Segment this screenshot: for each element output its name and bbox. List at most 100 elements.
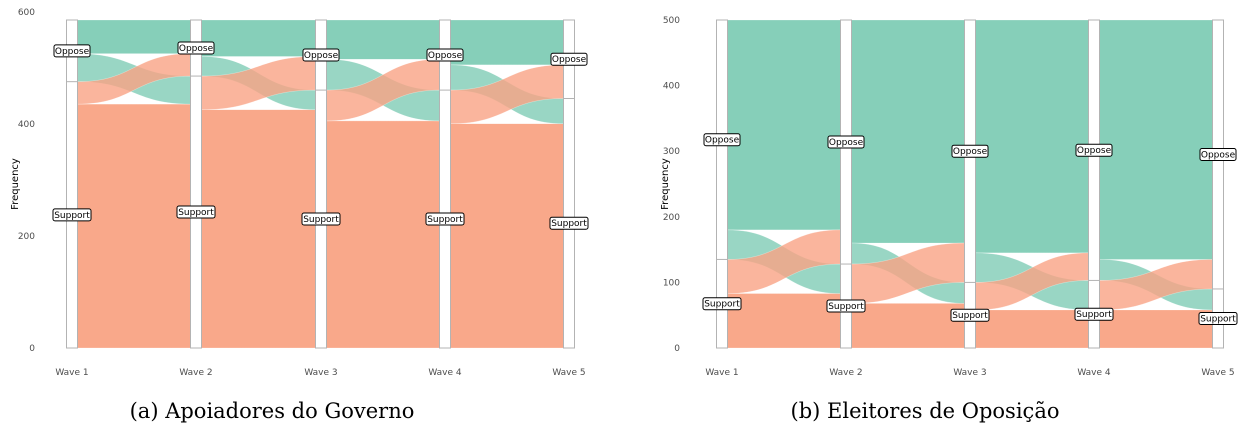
stratum-label: Support	[950, 308, 990, 322]
stratum-label: Oppose	[951, 144, 989, 158]
stratum-label: Support	[301, 212, 341, 226]
y-tick-label: 400	[18, 120, 35, 130]
flow-oppose-to-oppose	[77, 19, 191, 54]
flow-oppose-to-oppose	[326, 19, 440, 60]
stratum-label-box	[549, 216, 589, 230]
stratum-label-box	[176, 205, 216, 219]
stratum-label-box	[550, 52, 588, 66]
x-tick-label: Wave 1	[55, 368, 88, 378]
stratum-label-text: Support	[303, 215, 339, 225]
x-tick-label: Wave 4	[1077, 368, 1111, 378]
y-axis-label: Frequency	[660, 158, 671, 210]
stratum-label-box	[426, 48, 464, 62]
flow-oppose-to-oppose	[201, 19, 316, 57]
x-tick-label: Wave 4	[428, 368, 462, 378]
stratum-label-box	[1199, 147, 1237, 161]
stratum-label-text: Support	[828, 302, 864, 312]
stratum-label-text: Oppose	[55, 47, 90, 57]
x-tick-label: Wave 5	[1201, 368, 1234, 378]
stratum-label-box	[950, 308, 990, 322]
stratum-axis	[190, 19, 202, 349]
stratum-axis	[840, 19, 852, 349]
stratum-label-text: Support	[1076, 310, 1112, 320]
flow-support-to-support	[975, 309, 1089, 349]
x-tick-label: Wave 3	[304, 368, 337, 378]
stratum-label: Support	[425, 212, 465, 226]
stratum-label-box	[1075, 143, 1113, 157]
y-tick-label: 500	[663, 16, 680, 26]
flow-oppose-to-oppose	[975, 19, 1089, 254]
stratum-label-box	[52, 208, 92, 222]
y-tick-label: 0	[29, 344, 35, 354]
stratum-label: Oppose	[550, 52, 588, 66]
stratum-label: Support	[549, 216, 589, 230]
stratum-label-box	[1074, 307, 1114, 321]
stratum-label-text: Oppose	[1077, 146, 1112, 156]
stratum-label-box	[827, 135, 865, 149]
flow-support-to-support	[851, 303, 965, 349]
flow-oppose-to-oppose	[450, 19, 564, 66]
stratum-label: Support	[52, 208, 92, 222]
stratum-label-box	[826, 299, 866, 313]
flow-support-to-support	[1099, 309, 1213, 349]
flow-support-to-support	[450, 123, 564, 349]
y-tick-label: 400	[663, 82, 680, 92]
stratum-label-text: Oppose	[552, 55, 587, 65]
stratum-label: Oppose	[1075, 143, 1113, 157]
stratum-label-text: Oppose	[428, 51, 463, 61]
stratum-label-text: Oppose	[705, 136, 740, 146]
flow-oppose-to-oppose	[727, 19, 841, 231]
stratum-label-box	[302, 48, 340, 62]
stratum-axis	[716, 19, 728, 349]
stratum-label-text: Oppose	[953, 147, 988, 157]
stratum-label-text: Support	[54, 211, 90, 221]
x-tick-label: Wave 2	[179, 368, 212, 378]
x-tick-label: Wave 5	[552, 368, 585, 378]
flow-support-to-support	[727, 293, 841, 349]
stratum-label-box	[425, 212, 465, 226]
stratum-label-box	[951, 144, 989, 158]
stratum-label-text: Oppose	[179, 44, 214, 54]
stratum-label: Oppose	[703, 133, 741, 147]
chart-panel-2: 0 100 200 300 400 500 Frequency Wave 1 Oppose Sup…	[660, 16, 1238, 423]
y-tick-label: 300	[663, 147, 680, 157]
x-tick-label: Wave 1	[705, 368, 738, 378]
x-tick-label: Wave 2	[829, 368, 862, 378]
chart-panel-1: 0 200 400 600 Frequency Wave 1 Oppose Support Wa…	[10, 8, 589, 423]
y-tick-label: 600	[18, 8, 35, 18]
flow-support-to-support	[326, 120, 440, 349]
stratum-label: Support	[1074, 307, 1114, 321]
figure-caption: (b) Eleitores de Oposição	[791, 399, 1060, 423]
stratum-label-text: Oppose	[304, 51, 339, 61]
x-tick-label: Wave 3	[953, 368, 986, 378]
stratum-label: Oppose	[827, 135, 865, 149]
flow-support-to-support	[77, 103, 191, 349]
stratum-axis	[439, 19, 451, 349]
stratum-label-text: Support	[704, 300, 740, 310]
stratum-label-box	[177, 41, 215, 55]
stratum-axis	[315, 19, 327, 349]
y-tick-label: 200	[663, 213, 680, 223]
stratum-label-text: Support	[178, 208, 214, 218]
flow-oppose-to-oppose	[851, 19, 965, 244]
stratum-axis	[563, 19, 575, 349]
stratum-label-box	[301, 212, 341, 226]
stratum-label: Support	[826, 299, 866, 313]
stratum-label-text: Support	[1200, 314, 1236, 324]
stratum-label-box	[53, 44, 91, 58]
flow-support-to-support	[201, 109, 316, 349]
stratum-label-text: Oppose	[829, 138, 864, 148]
stratum-label: Oppose	[1199, 147, 1237, 161]
stratum-label: Support	[176, 205, 216, 219]
stratum-label-box	[703, 133, 741, 147]
stratum-axis	[1212, 19, 1224, 349]
stratum-label-text: Support	[427, 215, 463, 225]
y-tick-label: 100	[663, 278, 680, 288]
stratum-axis	[1088, 19, 1100, 349]
stratum-axis	[66, 19, 78, 349]
y-tick-label: 0	[674, 344, 680, 354]
stratum-label: Oppose	[302, 48, 340, 62]
stratum-label: Oppose	[53, 44, 91, 58]
stratum-label: Support	[1198, 311, 1238, 325]
